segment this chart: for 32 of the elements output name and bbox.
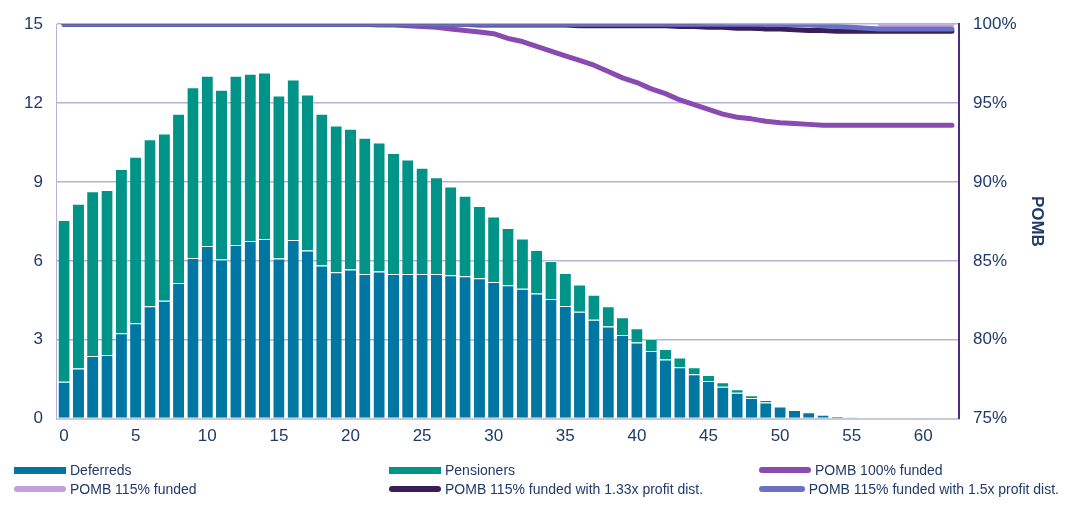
legend-label: POMB 115% funded with 1.33x profit dist. <box>445 481 704 497</box>
x-tick-label: 25 <box>412 426 432 446</box>
x-tick-label: 50 <box>770 426 790 446</box>
y2-tick-label: 95% <box>973 92 1008 112</box>
legend-label: Deferreds <box>70 462 132 478</box>
legend-label: Pensioners <box>445 462 516 478</box>
x-tick-label: 55 <box>842 426 862 446</box>
legend-label: POMB 100% funded <box>815 462 943 478</box>
x-tick-label: 30 <box>484 426 504 446</box>
y2-axis-title: POMB <box>1028 195 1048 247</box>
y-tick-label: 0 <box>33 408 43 428</box>
y2-tick-label: 90% <box>973 171 1008 191</box>
x-tick-label: 35 <box>555 426 575 446</box>
y2-tick-label: 100% <box>973 13 1017 33</box>
y2-tick-label: 85% <box>973 250 1008 270</box>
x-tick-label: 10 <box>197 426 217 446</box>
x-tick-label: 15 <box>269 426 289 446</box>
x-tick-label: 40 <box>627 426 647 446</box>
y2-tick-label: 80% <box>973 329 1008 349</box>
legend-label: POMB 115% funded with 1.5x profit dist. <box>808 481 1059 497</box>
y-tick-label: 9 <box>33 171 43 191</box>
x-tick-label: 5 <box>130 426 141 446</box>
x-tick-label: 20 <box>341 426 360 446</box>
x-tick-label: 60 <box>913 426 933 446</box>
y-tick-label: 15 <box>23 13 43 33</box>
y-tick-label: 6 <box>33 250 43 270</box>
y2-tick-label: 75% <box>973 408 1008 428</box>
x-tick-label: 0 <box>59 426 69 446</box>
y-tick-label: 12 <box>23 92 43 112</box>
legend-label: POMB 115% funded <box>70 481 197 497</box>
y-tick-label: 3 <box>33 329 43 349</box>
x-tick-label: 45 <box>699 426 718 446</box>
